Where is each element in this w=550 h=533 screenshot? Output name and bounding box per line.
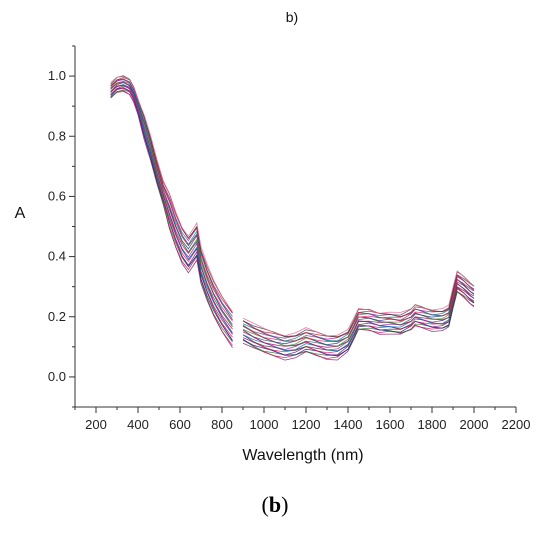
x-tick-label: 1800 xyxy=(418,417,447,432)
spectrum-line-uvvis xyxy=(110,76,233,313)
spectra-chart: b) 200 400 600 800 1000 1200 1400 1600 1800 2000 2… xyxy=(15,9,531,464)
figure-caption: (b) xyxy=(0,492,550,518)
x-tick-label: 400 xyxy=(127,417,149,432)
x-tick-label: 600 xyxy=(169,417,191,432)
series-layer xyxy=(110,75,475,361)
y-tick-label: 0.4 xyxy=(48,249,66,264)
panel-label: b) xyxy=(286,9,298,25)
x-tick-label: 200 xyxy=(85,417,107,432)
x-axis-label: Wavelength (nm) xyxy=(242,447,363,464)
spectrum-line-nir xyxy=(242,278,475,346)
x-tick-label: 800 xyxy=(211,417,233,432)
caption-open-paren: ( xyxy=(261,492,269,517)
y-tick-label: 1.0 xyxy=(48,68,66,83)
axes-layer: 200 400 600 800 1000 1200 1400 1600 1800 2000 2200… xyxy=(48,45,531,432)
caption-close-paren: ) xyxy=(281,492,289,517)
y-tick-label: 0.2 xyxy=(48,309,66,324)
y-tick-label: 0.0 xyxy=(48,369,66,384)
x-tick-label: 1000 xyxy=(250,417,279,432)
y-tick-label: 0.6 xyxy=(48,188,66,203)
x-tick-label: 1200 xyxy=(292,417,321,432)
caption-letter: b xyxy=(268,492,282,517)
spectrum-line-uvvis xyxy=(110,77,233,314)
y-tick-label: 0.8 xyxy=(48,128,66,143)
x-tick-label: 1600 xyxy=(376,417,405,432)
spectrum-line-uvvis xyxy=(110,75,233,314)
spectrum-line-nir xyxy=(242,270,475,337)
y-axis-label: A xyxy=(15,205,26,222)
x-tick-label: 2200 xyxy=(502,417,531,432)
x-tick-label: 2000 xyxy=(460,417,489,432)
x-tick-label: 1400 xyxy=(334,417,363,432)
